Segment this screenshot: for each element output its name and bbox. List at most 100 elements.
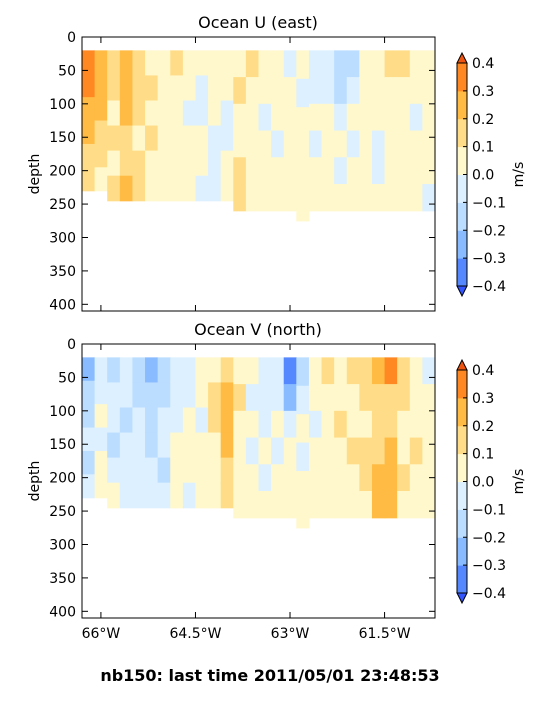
heatmap-cell [271,130,285,158]
heatmap-cell [334,384,348,412]
colorbar-tick-label: 0.1 [472,140,494,156]
heatmap-cell [422,357,436,385]
heatmap-cell [359,184,373,212]
heatmap-cell [119,175,134,202]
heatmap-cell [170,175,184,202]
y-tick-label: 350 [49,264,76,280]
heatmap-cell [283,357,297,385]
heatmap-cell [245,50,260,78]
heatmap-cell [271,491,285,519]
heatmap-cell [208,125,222,152]
heatmap-cell [397,357,411,385]
heatmap-cell [384,384,398,412]
heatmap-cell [170,50,184,77]
heatmap-cell [94,167,108,192]
heatmap-cell [233,184,247,212]
heatmap-cell [321,410,335,439]
heatmap-cell [145,100,159,127]
plot-frame [81,36,436,312]
heatmap-cell [245,437,260,465]
heatmap-cell [271,50,285,78]
heatmap-cell [119,150,134,177]
x-ticks: 66°W 64.5°W 63°W 61.5°W [82,344,411,642]
heatmap-cell [119,125,134,152]
heatmap-cell [422,157,436,185]
heatmap-cell [271,157,285,185]
heatmap-cell [107,100,121,127]
heatmap-cell [283,103,297,132]
x-tick-label: 64.5°W [169,626,221,642]
heatmap-cell [145,50,159,77]
y-tick-label: 150 [49,130,76,146]
colorbar-tick-label: 0.0 [472,475,494,491]
colorbar-tick-label: −0.2 [472,530,506,546]
heatmap-cell [195,100,209,127]
heatmap-cell [132,50,146,77]
heatmap-cell [132,100,146,127]
heatmap-cell [321,184,335,212]
colorbar-segment [457,258,467,287]
heatmap-cell [371,410,386,439]
colorbar: 0.4 0.3 0.2 0.1 0.0 −0.1 −0.2 −0.3 −0.4 m/s [456,51,527,298]
colorbar-segment [457,370,467,399]
heatmap-cell [195,457,209,484]
heatmap-cell [208,482,222,509]
heatmap-cell [208,175,222,202]
heatmap-cell [195,125,209,152]
colorbar-tick-label: 0.3 [472,391,494,407]
heatmap-cell [283,184,297,212]
figure-footer: nb150: last time 2011/05/01 23:48:53 [100,666,440,685]
heatmap-cell [208,100,222,127]
heatmap-cell [220,50,234,77]
heatmap-cell [132,75,146,102]
y-tick-label: 150 [49,437,76,453]
heatmap-cell [371,357,386,385]
heatmap-cell [245,184,260,212]
heatmap-cell [334,157,348,185]
heatmap-cell [384,184,398,212]
heatmap-cell [397,384,411,412]
heatmap-cells [82,50,436,222]
heatmap-cell [308,410,323,439]
heatmap-cell [371,384,386,412]
heatmap-cell [422,410,436,439]
heatmap-cell [208,432,222,459]
heatmap-cell [321,103,335,132]
colorbar: 0.4 0.3 0.2 0.1 0.0 −0.1 −0.2 −0.3 −0.4 m/s [456,358,527,605]
heatmap-cell [132,357,146,384]
heatmap-cell [132,457,146,484]
heatmap-cell [145,357,159,384]
heatmap-cell [132,125,146,152]
heatmap-cell [397,103,411,132]
heatmap-cell [119,457,134,484]
heatmap-cell [220,75,234,102]
heatmap-cell [422,103,436,132]
heatmap-cell [94,143,108,168]
heatmap-cell [233,410,247,439]
heatmap-cell [271,103,285,132]
heatmap-cell [220,175,234,202]
colorbar-segment [457,174,467,203]
heatmap-cell [296,499,310,529]
colorbar-extend-max [456,51,468,64]
heatmap-cell [346,103,360,132]
heatmap-cell [321,50,335,78]
heatmap-cell [245,130,260,158]
heatmap-cell [220,150,234,177]
heatmap-cell [346,410,360,439]
heatmap-cell [422,50,436,78]
heatmap-cell [170,382,184,409]
heatmap-cell [233,491,247,519]
panel-title: Ocean V (north) [194,320,322,339]
heatmap-cell [283,491,297,519]
heatmap-cell [245,410,260,439]
heatmap-cell [384,491,398,519]
heatmap-cell [409,464,423,492]
heatmap-cell [384,103,398,132]
heatmap-cell [346,437,360,465]
y-tick-label: 200 [49,471,76,487]
y-axis-label: depth [27,461,43,502]
heatmap-cell [258,103,272,132]
heatmap-cell [182,150,197,177]
heatmap-cell [157,125,171,152]
